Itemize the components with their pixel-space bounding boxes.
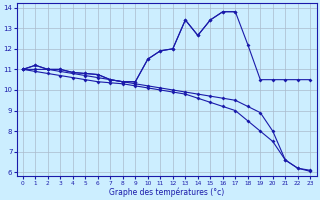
X-axis label: Graphe des températures (°c): Graphe des températures (°c): [109, 187, 224, 197]
